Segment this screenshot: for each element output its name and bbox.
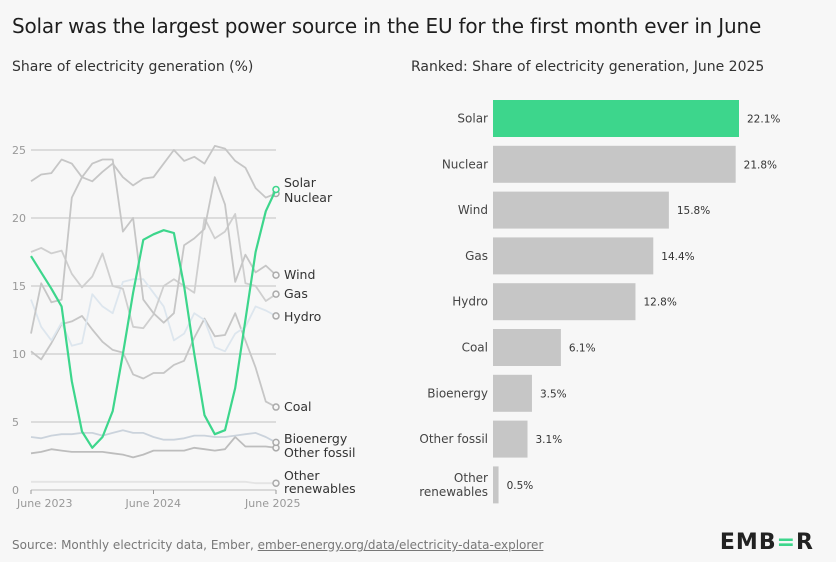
bar-value-label: 6.1% bbox=[569, 343, 596, 355]
bar-category-label: Wind bbox=[458, 203, 488, 217]
bar-chart-title: Ranked: Share of electricity generation,… bbox=[411, 59, 765, 75]
series-label-gas: Gas bbox=[284, 286, 308, 301]
y-tick-label: 5 bbox=[12, 416, 19, 429]
source-text: Source: Monthly electricity data, Ember, bbox=[12, 538, 258, 552]
x-tick-label: June 2024 bbox=[125, 497, 181, 510]
source-note: Source: Monthly electricity data, Ember,… bbox=[12, 538, 543, 552]
figure-title: Solar was the largest power source in th… bbox=[12, 14, 762, 38]
bar-gas bbox=[493, 237, 654, 275]
series-line-hydro bbox=[30, 278, 277, 353]
bar-value-label: 0.5% bbox=[507, 480, 534, 492]
ember-logo: EMB=R bbox=[719, 530, 814, 555]
bar-category-label: Hydro bbox=[452, 295, 488, 309]
bar-category-label: Coal bbox=[462, 341, 488, 355]
bar-value-label: 15.8% bbox=[677, 205, 710, 217]
bar-value-label: 3.1% bbox=[536, 434, 563, 446]
bar-category-label: Nuclear bbox=[442, 157, 488, 171]
series-line-wind bbox=[30, 158, 277, 334]
bar-value-label: 3.5% bbox=[540, 388, 567, 400]
end-point-solar bbox=[272, 185, 280, 194]
y-tick-label: 10 bbox=[12, 348, 26, 361]
end-point-gas bbox=[272, 290, 280, 298]
bar-other-fossil bbox=[493, 420, 528, 458]
bar-category-label: Other fossil bbox=[419, 432, 488, 446]
series-line-bioenergy bbox=[30, 429, 277, 444]
bar-wind bbox=[493, 191, 669, 229]
end-point-wind bbox=[272, 271, 280, 279]
y-tick-label: 25 bbox=[12, 144, 26, 157]
bar-category-label-line2: renewables bbox=[419, 485, 488, 499]
end-point-bioenergy bbox=[272, 438, 280, 447]
bar-value-label: 21.8% bbox=[744, 159, 777, 171]
series-label-nuclear: Nuclear bbox=[284, 190, 333, 205]
series-label-other-renewables: Other bbox=[284, 468, 320, 483]
y-tick-label: 20 bbox=[12, 212, 26, 225]
x-tick-label: June 2025 bbox=[244, 497, 300, 510]
bar-solar bbox=[493, 100, 739, 137]
bar-category-label: Other bbox=[454, 471, 488, 485]
series-label-other-renewables-line2: renewables bbox=[284, 481, 356, 496]
bar-category-label: Bioenergy bbox=[427, 386, 488, 400]
bar-value-label: 12.8% bbox=[643, 297, 676, 309]
series-label-solar: Solar bbox=[284, 175, 317, 190]
source-link[interactable]: ember-energy.org/data/electricity-data-e… bbox=[257, 538, 544, 552]
bar-hydro bbox=[493, 283, 636, 321]
y-tick-label: 0 bbox=[12, 484, 19, 497]
bar-category-label: Gas bbox=[465, 249, 488, 263]
end-point-other-renewables bbox=[272, 479, 280, 487]
end-point-coal bbox=[272, 403, 280, 411]
series-line-other-fossil bbox=[30, 436, 277, 459]
x-tick-label: June 2023 bbox=[16, 497, 72, 510]
series-label-wind: Wind bbox=[284, 267, 315, 282]
series-line-gas bbox=[30, 213, 277, 330]
bar-bioenergy bbox=[493, 374, 532, 412]
bar-value-label: 14.4% bbox=[661, 251, 694, 263]
series-label-bioenergy: Bioenergy bbox=[284, 431, 348, 446]
series-label-coal: Coal bbox=[284, 399, 312, 414]
bar-category-label: Solar bbox=[457, 112, 488, 126]
end-point-hydro bbox=[272, 312, 280, 320]
series-label-other-fossil: Other fossil bbox=[284, 445, 355, 460]
y-tick-label: 15 bbox=[12, 280, 26, 293]
bar-other-renewables bbox=[493, 466, 499, 504]
series-line-coal bbox=[30, 312, 277, 408]
bar-nuclear bbox=[493, 145, 736, 183]
bar-value-label: 22.1% bbox=[747, 114, 780, 126]
series-line-other-renewables bbox=[31, 480, 276, 485]
series-label-hydro: Hydro bbox=[284, 309, 321, 324]
series-line-nuclear bbox=[30, 145, 277, 199]
line-chart-title: Share of electricity generation (%) bbox=[12, 59, 254, 75]
series-line-solar bbox=[30, 188, 277, 449]
bar-coal bbox=[493, 329, 561, 366]
